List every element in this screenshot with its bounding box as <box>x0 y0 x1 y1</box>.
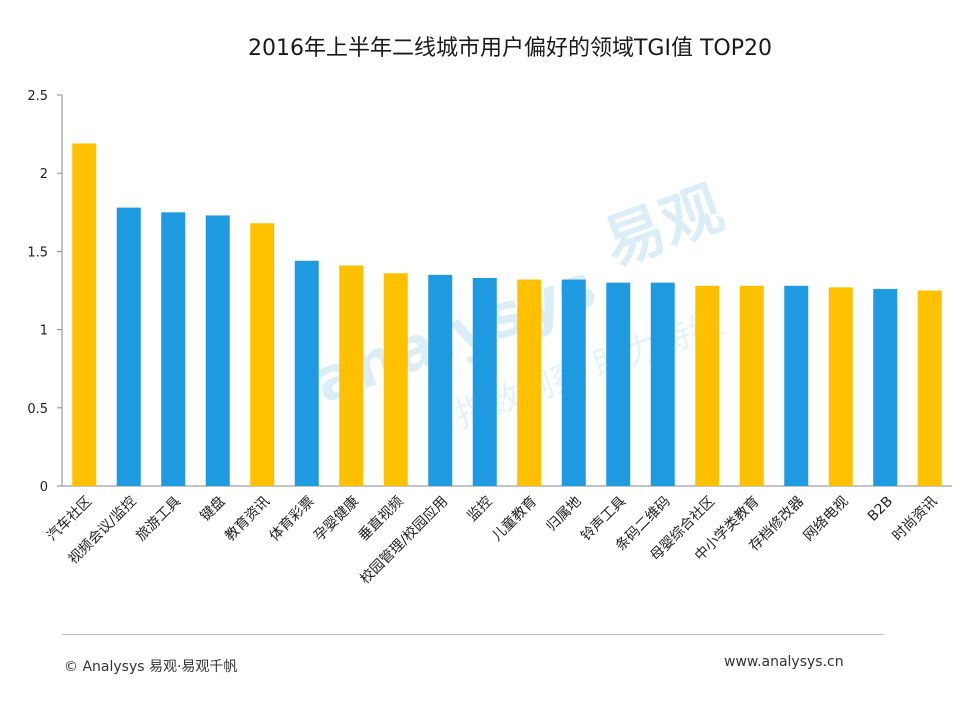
bar <box>873 288 898 486</box>
x-tick-label: 旅游工具 <box>133 494 184 545</box>
x-tick-label: 网络电视 <box>801 494 852 545</box>
x-tick-label: B2B <box>865 494 896 525</box>
footer-copyright: © Analysys 易观·易观千帆 <box>64 659 238 675</box>
bar <box>161 212 186 487</box>
x-tick-label: 孕婴健康 <box>310 493 362 545</box>
x-tick-label: 体育彩票 <box>267 494 318 545</box>
x-tick-label: 儿童教育 <box>488 493 540 545</box>
x-tick-label: 时尚资讯 <box>890 494 941 545</box>
x-tick-label: 监控 <box>464 494 495 525</box>
bar <box>917 290 942 486</box>
footer-website-link[interactable]: www.analysys.cn <box>724 654 844 670</box>
bar <box>383 273 408 486</box>
chart-title: 2016年上半年二线城市用户偏好的领域TGI值 TOP20 <box>248 36 772 61</box>
bar <box>116 207 141 486</box>
bar <box>250 223 275 487</box>
y-tick-label: 1.5 <box>27 245 48 260</box>
bar <box>606 282 631 486</box>
bar <box>339 265 364 486</box>
y-tick-label: 1 <box>40 324 48 339</box>
bar <box>428 274 453 486</box>
bars <box>72 143 942 487</box>
y-tick-label: 2 <box>40 167 48 182</box>
bar <box>650 282 675 486</box>
footer-divider <box>62 634 884 635</box>
y-tick-label: 2.5 <box>27 89 48 104</box>
bar <box>72 143 97 486</box>
x-tick-label: 键盘 <box>197 493 229 525</box>
bar <box>828 287 853 486</box>
watermark-brand: 易观 <box>595 173 732 280</box>
bar <box>739 285 764 486</box>
x-tick-label: 教育资讯 <box>222 494 273 545</box>
bar <box>695 285 720 486</box>
bar <box>205 215 230 487</box>
bar <box>561 279 586 486</box>
bar <box>517 279 542 486</box>
y-tick-label: 0 <box>40 480 48 495</box>
bar <box>294 260 319 486</box>
bar <box>784 285 809 486</box>
y-tick-label: 0.5 <box>27 402 48 417</box>
x-tick-label: 归属地 <box>543 493 585 535</box>
bar <box>472 277 497 486</box>
